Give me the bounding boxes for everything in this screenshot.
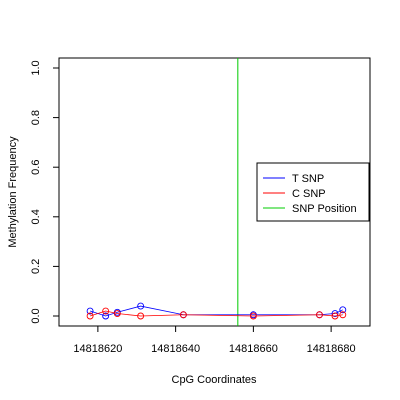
- y-tick-label: 0.0: [30, 308, 42, 323]
- x-tick-label: 14818620: [73, 343, 122, 355]
- data-point-c-snp: [331, 312, 339, 320]
- data-point-c-snp: [316, 311, 323, 319]
- data-point-t-snp: [137, 302, 145, 310]
- x-tick-label: 14818660: [229, 343, 278, 355]
- legend-label-snp-position: SNP Position: [292, 203, 357, 215]
- series-line-c-snp: [89, 310, 343, 317]
- data-point-c-snp: [86, 312, 94, 320]
- data-point-c-snp: [339, 311, 347, 319]
- x-tick-label: 14818680: [307, 343, 356, 355]
- legend-label-t-snp: T SNP: [292, 173, 324, 185]
- x-axis: 14818620 14818640 14818660 14818680: [73, 325, 356, 355]
- data-point-t-snp: [102, 312, 110, 320]
- y-tick-label: 1.0: [30, 60, 42, 75]
- x-tick-label: 14818640: [151, 343, 200, 355]
- y-axis-label: Methylation Frequency: [7, 136, 19, 248]
- x-axis-label: CpG Coordinates: [172, 374, 257, 386]
- data-point-c-snp: [179, 311, 187, 319]
- y-tick-label: 0.6: [30, 160, 42, 175]
- legend: T SNP C SNP SNP Position: [256, 162, 370, 222]
- data-point-t-snp: [339, 306, 347, 314]
- y-tick-label: 0.4: [30, 209, 42, 224]
- data-point-c-snp: [137, 312, 145, 320]
- y-tick-label: 0.2: [30, 259, 42, 274]
- y-tick-label: 0.8: [30, 110, 42, 125]
- data-point-c-snp: [102, 307, 110, 315]
- legend-box: [256, 162, 370, 222]
- series-layer: [86, 302, 347, 320]
- data-point-t-snp: [331, 310, 339, 317]
- y-axis: 0.0 0.2 0.4 0.6 0.8 1.0: [30, 60, 60, 324]
- legend-label-c-snp: C SNP: [292, 188, 326, 200]
- data-point-c-snp: [113, 310, 121, 317]
- data-point-c-snp: [249, 312, 257, 320]
- data-point-t-snp: [86, 307, 94, 315]
